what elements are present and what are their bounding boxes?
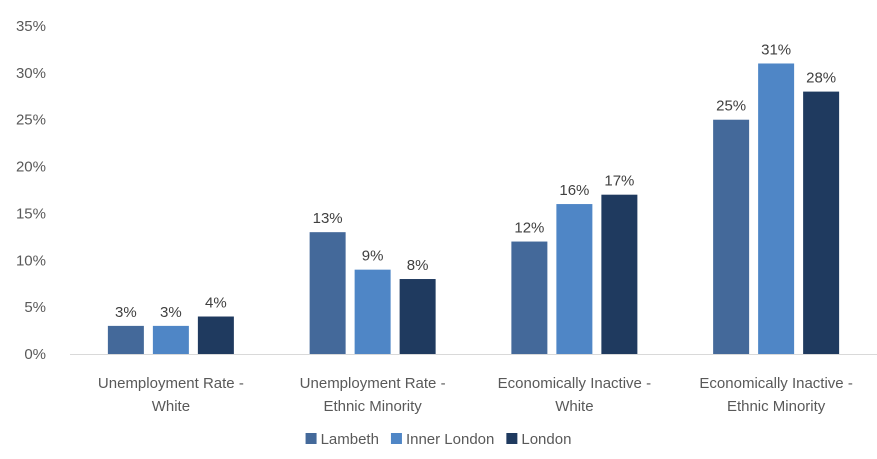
legend-label: Inner London (406, 431, 494, 448)
x-category-label: Unemployment Rate - (98, 375, 244, 392)
x-category-label: Economically Inactive - (498, 375, 651, 392)
y-tick-label: 30% (16, 65, 46, 82)
x-category-label: White (555, 398, 593, 415)
data-label: 8% (407, 257, 429, 274)
bar-london (803, 91, 840, 354)
bar-london (197, 316, 234, 354)
bar-london (399, 279, 436, 354)
y-tick-label: 10% (16, 252, 46, 269)
legend-label: London (521, 431, 571, 448)
bar-inner-london (152, 325, 189, 354)
data-label: 12% (514, 220, 544, 237)
bars-group (107, 63, 840, 354)
data-label: 4% (205, 295, 227, 312)
y-tick-label: 35% (16, 18, 46, 35)
bar-lambeth (713, 119, 750, 354)
y-tick-label: 20% (16, 159, 46, 176)
bar-inner-london (354, 269, 391, 354)
x-axis: Unemployment Rate - White Unemployment Rat… (98, 375, 853, 415)
legend-swatch (390, 433, 402, 444)
y-axis: 0% 5% 10% 15% 20% 25% 30% 35% (16, 18, 877, 363)
y-tick-label: 0% (24, 346, 46, 363)
legend-swatch (506, 433, 518, 444)
y-tick-label: 25% (16, 112, 46, 129)
x-category-label: Ethnic Minority (323, 398, 422, 415)
legend-swatch (305, 433, 317, 444)
data-label: 17% (604, 173, 634, 190)
bar-inner-london (758, 63, 795, 354)
y-tick-label: 15% (16, 205, 46, 222)
x-category-label: Economically Inactive - (699, 375, 852, 392)
bar-lambeth (511, 241, 548, 354)
bar-lambeth (107, 325, 144, 354)
data-label: 16% (559, 182, 589, 199)
x-category-label: Ethnic Minority (727, 398, 826, 415)
bar-inner-london (556, 204, 593, 354)
data-label: 3% (115, 304, 137, 321)
x-category-label: White (152, 398, 190, 415)
bar-london (601, 194, 638, 354)
data-label: 13% (313, 210, 343, 227)
y-tick-label: 5% (24, 299, 46, 316)
data-labels-group: 3% 3% 4% 13% 9% 8% 12% 16% 17% 25% 31% 28% (115, 41, 836, 320)
data-label: 9% (362, 248, 384, 265)
legend-label: Lambeth (321, 431, 379, 448)
data-label: 28% (806, 70, 836, 87)
legend: Lambeth Inner London London (305, 431, 571, 448)
x-category-label: Unemployment Rate - (300, 375, 446, 392)
data-label: 25% (716, 98, 746, 115)
data-label: 31% (761, 41, 791, 58)
bar-lambeth (309, 232, 346, 354)
data-label: 3% (160, 304, 182, 321)
